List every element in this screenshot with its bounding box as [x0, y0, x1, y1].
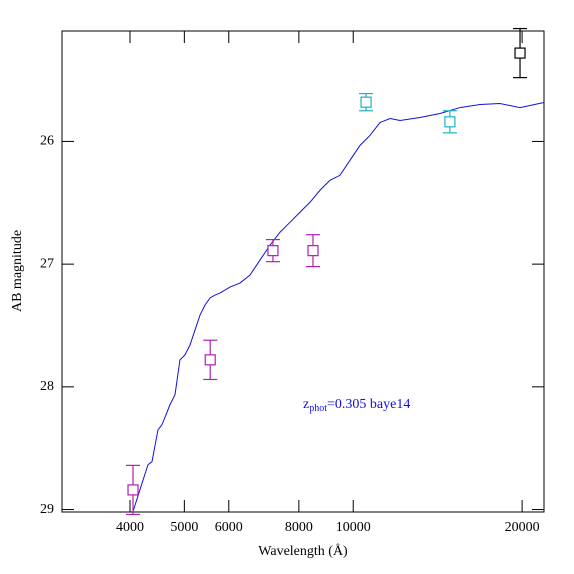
data-point [360, 96, 372, 108]
annotation: zphot=0.305 baye14 [303, 397, 410, 414]
y-axis-label: AB magnitude [10, 230, 25, 312]
model-curve [132, 102, 545, 512]
x-tick-label: 6000 [215, 520, 243, 535]
data-point [267, 245, 279, 257]
plot-frame [61, 30, 545, 513]
x-tick-label: 8000 [285, 520, 313, 535]
y-tick-label: 27 [40, 256, 54, 271]
x-axis-label: Wavelength (Å) [258, 543, 348, 559]
annotation-sub: phot [309, 403, 327, 414]
annotation-main: z [303, 397, 309, 412]
x-tick-label: 10000 [336, 520, 371, 535]
annotation-rest: =0.305 baye14 [327, 397, 410, 412]
y-tick-label: 29 [40, 502, 54, 517]
y-tick-label: 26 [40, 134, 54, 149]
data-point [204, 354, 216, 366]
x-tick-label: 5000 [170, 520, 198, 535]
x-tick-label: 20000 [505, 520, 540, 535]
data-point [444, 116, 456, 128]
data-point [307, 245, 319, 257]
data-point [514, 47, 526, 59]
y-tick-label: 28 [40, 379, 54, 394]
data-point [127, 484, 139, 496]
x-tick-label: 4000 [116, 520, 144, 535]
